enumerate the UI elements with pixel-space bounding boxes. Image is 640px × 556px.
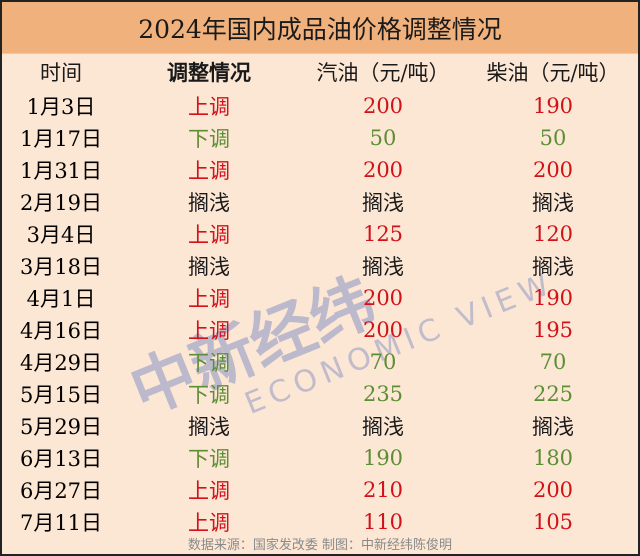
diesel-cell: 190 <box>532 94 574 118</box>
gasoline-cell: 200 <box>362 94 404 118</box>
adjustment-cell: 上调 <box>188 95 230 119</box>
gasoline-cell: 搁浅 <box>362 255 404 279</box>
adjustment-cell: 搁浅 <box>188 255 230 279</box>
table-row: 5月15日 下调 235 225 <box>2 378 638 410</box>
gasoline-cell: 200 <box>362 318 404 342</box>
header-row: 时间 调整情况 汽油（元/吨） 柴油（元/吨） <box>2 54 638 90</box>
diesel-cell: 200 <box>532 478 574 502</box>
adjustment-cell: 下调 <box>188 351 230 375</box>
table-row: 1月17日 下调 50 50 <box>2 122 638 154</box>
adjustment-cell: 上调 <box>188 287 230 311</box>
gasoline-cell: 搁浅 <box>362 415 404 439</box>
date-cell: 1月17日 <box>19 127 103 151</box>
diesel-cell: 200 <box>532 158 574 182</box>
table-row: 1月31日 上调 200 200 <box>2 154 638 186</box>
table-row: 3月18日 搁浅 搁浅 搁浅 <box>2 250 638 282</box>
gasoline-cell: 70 <box>369 350 397 374</box>
diesel-cell: 搁浅 <box>532 255 574 279</box>
adjustment-cell: 搁浅 <box>188 191 230 215</box>
gasoline-cell: 50 <box>369 126 397 150</box>
header-adjustment: 调整情况 <box>167 60 251 85</box>
table-body: 1月3日 上调 200 190 1月17日 下调 50 50 1月31日 上调 200 200 2月19… <box>2 90 638 538</box>
adjustment-cell: 下调 <box>188 383 230 407</box>
table-row: 7月11日 上调 110 105 <box>2 506 638 538</box>
diesel-cell: 搁浅 <box>532 415 574 439</box>
source-footer: 数据来源：国家发改委 制图：中新经纬陈俊明 <box>187 538 453 553</box>
adjustment-cell: 上调 <box>188 159 230 183</box>
table-row: 3月4日 上调 125 120 <box>2 218 638 250</box>
gasoline-cell: 200 <box>362 158 404 182</box>
date-cell: 4月16日 <box>19 319 103 343</box>
date-cell: 7月11日 <box>19 511 103 535</box>
adjustment-cell: 上调 <box>188 319 230 343</box>
gasoline-cell: 235 <box>362 382 404 406</box>
diesel-cell: 180 <box>532 446 574 470</box>
date-cell: 6月27日 <box>19 479 103 503</box>
date-cell: 4月1日 <box>26 287 96 311</box>
table-row: 6月13日 下调 190 180 <box>2 442 638 474</box>
diesel-cell: 搁浅 <box>532 191 574 215</box>
table-row: 4月29日 下调 70 70 <box>2 346 638 378</box>
date-cell: 4月29日 <box>19 351 103 375</box>
header-gasoline: 汽油（元/吨） <box>316 61 450 85</box>
date-cell: 2月19日 <box>19 191 103 215</box>
diesel-cell: 120 <box>532 222 574 246</box>
date-cell: 3月18日 <box>19 255 103 279</box>
date-cell: 1月3日 <box>26 95 96 119</box>
table-row: 4月1日 上调 200 190 <box>2 282 638 314</box>
table-title: 2024年国内成品油价格调整情况 <box>2 2 638 54</box>
date-cell: 3月4日 <box>26 223 96 247</box>
date-cell: 6月13日 <box>19 447 103 471</box>
gasoline-cell: 200 <box>362 286 404 310</box>
adjustment-cell: 下调 <box>188 127 230 151</box>
date-cell: 1月31日 <box>19 159 103 183</box>
adjustment-cell: 上调 <box>188 223 230 247</box>
gasoline-cell: 190 <box>362 446 404 470</box>
diesel-cell: 50 <box>539 126 567 150</box>
table-row: 5月29日 搁浅 搁浅 搁浅 <box>2 410 638 442</box>
adjustment-cell: 搁浅 <box>188 415 230 439</box>
date-cell: 5月29日 <box>19 415 103 439</box>
adjustment-cell: 下调 <box>188 447 230 471</box>
table-row: 4月16日 上调 200 195 <box>2 314 638 346</box>
gasoline-cell: 110 <box>362 510 404 534</box>
diesel-cell: 195 <box>532 318 574 342</box>
table-row: 2月19日 搁浅 搁浅 搁浅 <box>2 186 638 218</box>
adjustment-cell: 上调 <box>188 511 230 535</box>
diesel-cell: 190 <box>532 286 574 310</box>
gasoline-cell: 125 <box>362 222 404 246</box>
diesel-cell: 105 <box>532 510 574 534</box>
gasoline-cell: 210 <box>362 478 404 502</box>
table-row: 6月27日 上调 210 200 <box>2 474 638 506</box>
header-date: 时间 <box>40 61 82 85</box>
diesel-cell: 70 <box>539 350 567 374</box>
header-diesel: 柴油（元/吨） <box>486 61 620 85</box>
date-cell: 5月15日 <box>19 383 103 407</box>
diesel-cell: 225 <box>532 382 574 406</box>
adjustment-cell: 上调 <box>188 479 230 503</box>
gasoline-cell: 搁浅 <box>362 191 404 215</box>
table-row: 1月3日 上调 200 190 <box>2 90 638 122</box>
